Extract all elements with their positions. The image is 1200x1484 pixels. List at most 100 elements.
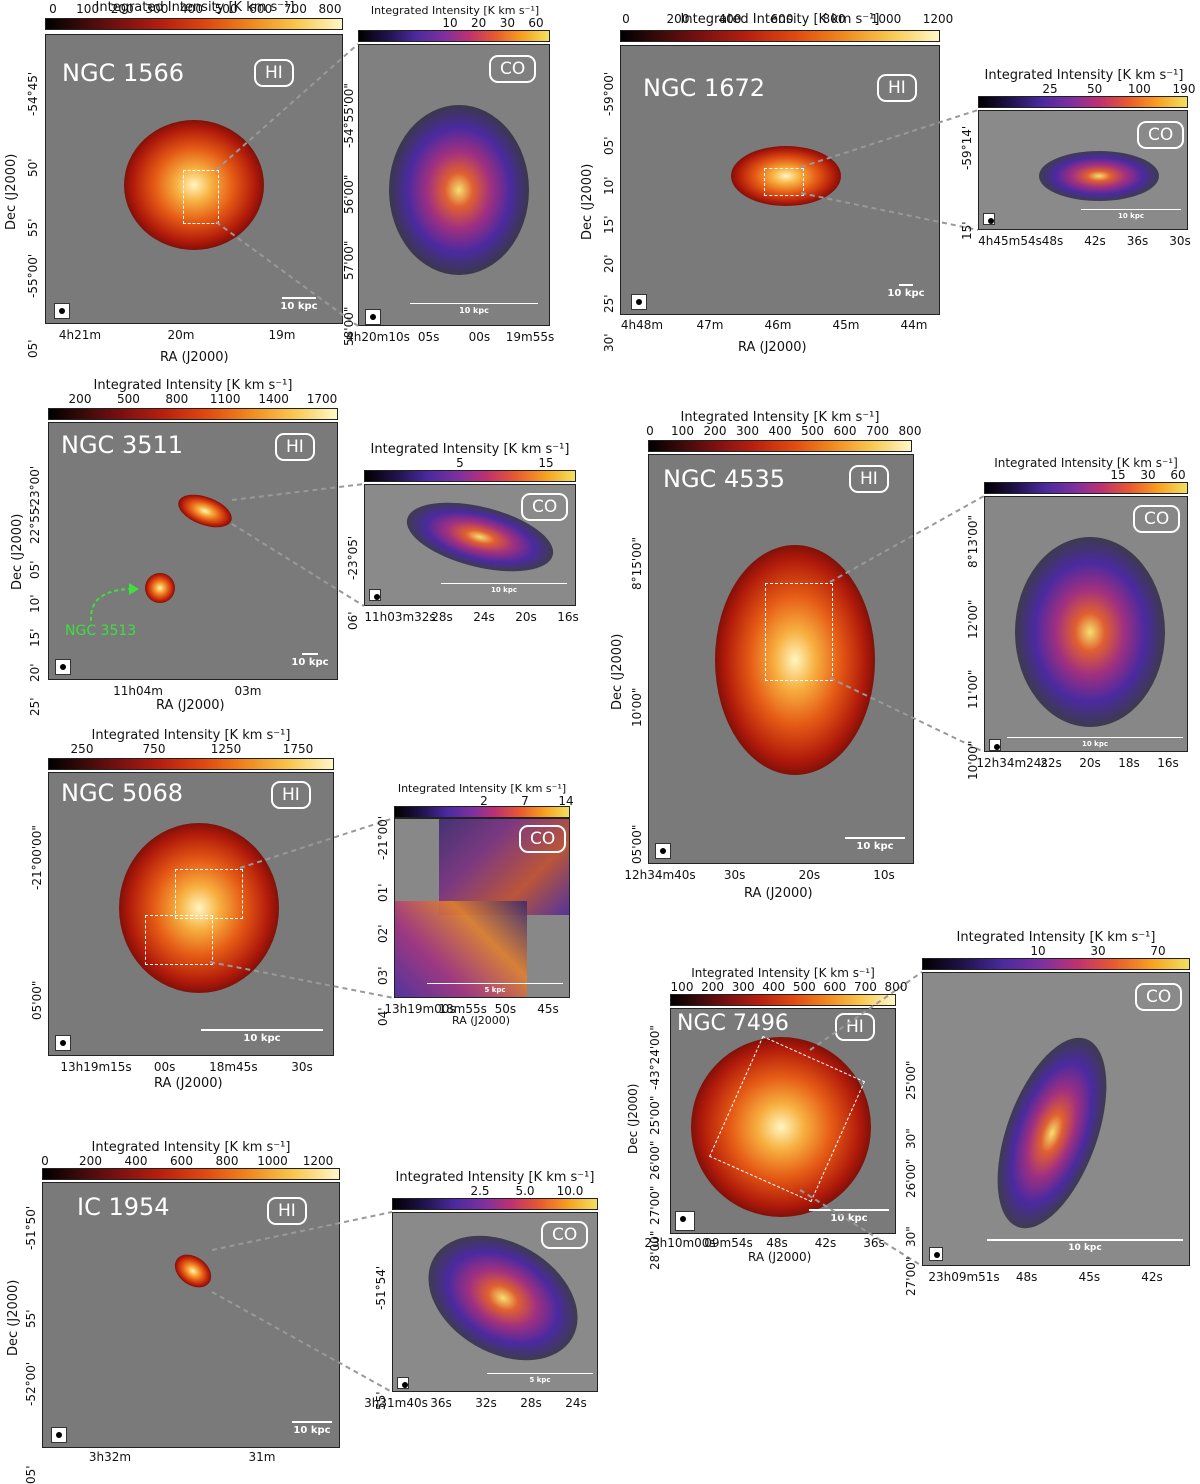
ra-tick: 19m55s [505,330,555,344]
zoom-box [764,168,804,196]
co-colorbar-title: Integrated Intensity [K km s⁻¹] [370,4,540,17]
dec-tick: -59°00' [602,71,616,116]
scale-bar: 10 kpc [285,653,335,668]
co-colorbar [984,482,1188,494]
co-colorbar-tick: 5 [456,456,464,470]
scale-bar: 10 kpc [1079,209,1183,220]
ra-tick: 23h09m51s [928,1270,1000,1284]
hi-tag: HI [275,433,315,461]
dec-tick: 11'00" [966,669,980,710]
co-colorbar-tick: 70 [1150,944,1166,958]
dec-tick: -55°00' [26,253,40,298]
co-colorbar-title: Integrated Intensity [K km s⁻¹] [956,930,1156,945]
ra-tick: 24s [565,1396,587,1410]
galaxy-name: NGC 1672 [643,74,766,102]
beam-icon [983,213,995,225]
beam-icon [675,1211,695,1231]
co-colorbar-tick: 100 [1127,82,1151,96]
scale-bar: 10 kpc [274,297,324,312]
co-colorbar-title: Integrated Intensity [K km s⁻¹] [994,456,1178,470]
hi-colorbar-tick: 100 [76,2,100,16]
beam-icon [655,843,671,859]
hi-colorbar-tick: 600 [823,980,847,994]
hi-colorbar-tick: 700 [866,424,889,438]
hi-tag: HI [254,59,294,87]
dec-tick: 15' [28,628,42,648]
dec-axis-label: Dec (J2000) [4,153,19,230]
hi-colorbar-tick: 0 [646,424,654,438]
dec-axis-label: Dec (J2000) [580,163,595,240]
dec-tick: -51°50' [24,1205,38,1250]
galaxy-name: NGC 1566 [62,59,185,87]
co-colorbar [358,30,550,42]
beam-icon [55,1035,71,1051]
zoom-box [183,170,219,224]
scale-bar: 10 kpc [1005,737,1185,748]
ra-axis-label: RA (J2000) [156,698,225,713]
co-colorbar-tick: 25 [1042,82,1058,96]
co-colorbar [922,958,1190,970]
hi-colorbar-tick: 200 [701,980,725,994]
hi-galaxy-emission [691,1037,871,1217]
co-tag: CO [1137,121,1185,149]
hi-map-ngc1566: NGC 1566 HI 10 kpc [45,34,343,324]
ra-tick: 36s [430,1396,452,1410]
co-colorbar-tick: 30 [499,16,515,30]
co-tag: CO [519,825,567,853]
scale-bar: 10 kpc [439,583,569,594]
hi-galaxy-emission [168,1247,218,1295]
dec-tick: 10' [602,176,616,195]
dec-tick: 04' [376,1007,390,1026]
hi-colorbar-title: Integrated Intensity [K km s⁻¹] [680,12,880,27]
co-colorbar-tick: 15 [1110,468,1126,482]
hi-colorbar-tick: 800 [822,12,846,26]
co-colorbar [394,806,570,818]
ra-tick: 10s [873,868,895,882]
hi-colorbar [48,758,334,770]
hi-colorbar-tick: 500 [116,392,140,406]
co-colorbar-title: Integrated Intensity [K km s⁻¹] [395,1170,595,1185]
ra-tick: 30s [291,1060,313,1074]
dec-tick: 20' [602,254,616,274]
hi-tag: HI [835,1013,875,1041]
hi-colorbar-tick: 800 [318,2,342,16]
hi-colorbar-tick: 1000 [870,12,902,26]
hi-colorbar-tick: 1200 [302,1154,334,1168]
ra-tick: 31m [248,1450,276,1464]
beam-icon [989,739,1001,751]
co-colorbar-tick: 190 [1172,82,1196,96]
dec-tick: -52°00' [24,1361,38,1406]
ra-tick: 09m54s [704,1236,753,1250]
dec-tick: 12'00" [966,599,980,639]
ra-tick: 03m [234,684,262,698]
beam-icon [51,1427,67,1443]
scale-bar: 5 kpc [425,983,565,994]
dec-tick: 10'00" [966,740,980,780]
hi-colorbar-tick: 800 [215,1154,239,1168]
co-colorbar-title: Integrated Intensity [K km s⁻¹] [397,782,567,795]
hi-colorbar-tick: 1100 [209,392,241,406]
co-ra-axis-label: RA (J2000) [452,1014,511,1027]
ra-tick: 50s [494,1002,517,1016]
hi-colorbar-tick: 500 [792,980,816,994]
hi-colorbar [648,440,912,452]
co-map-ngc5068: CO 5 kpc [394,818,570,998]
hi-colorbar-tick: 400 [124,1154,148,1168]
ra-tick: 20s [1079,756,1101,770]
galaxy-name: NGC 4535 [663,465,786,493]
hi-colorbar-tick: 500 [214,2,238,16]
co-mosaic-tile [395,901,527,997]
galaxy-name: IC 1954 [77,1193,170,1221]
ra-axis-label: RA (J2000) [748,1250,812,1264]
co-tag: CO [541,1221,589,1249]
dec-tick: 57'00" [342,240,356,280]
ra-tick: 45s [1078,1270,1101,1284]
co-map-ngc4535: CO 10 kpc [984,496,1188,752]
ra-tick: 12h34m40s [624,868,696,882]
dec-tick: -23°05' [346,535,360,580]
ra-tick: 20s [515,610,537,624]
hi-colorbar-tick: 400 [180,2,203,16]
co-colorbar-tick: 10 [1030,944,1046,958]
ra-tick: 13h19m00s [384,1002,456,1016]
dec-tick: 56'00" [342,174,356,214]
